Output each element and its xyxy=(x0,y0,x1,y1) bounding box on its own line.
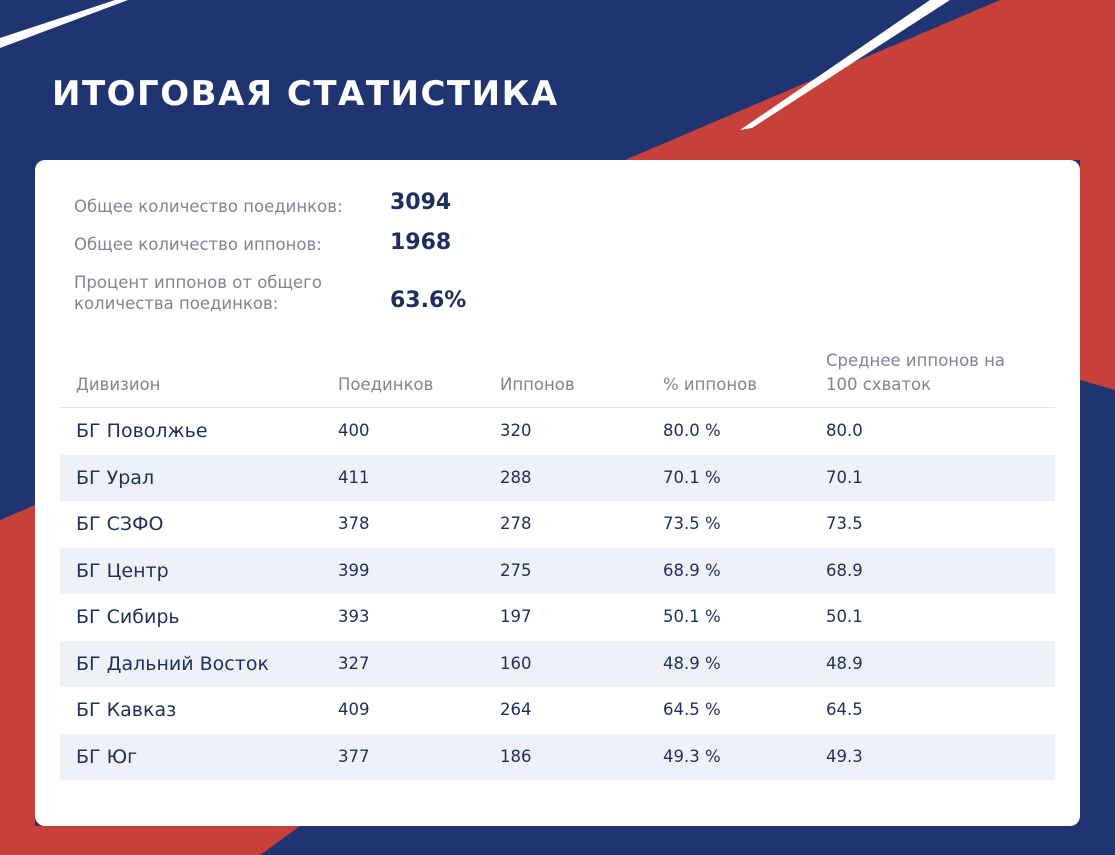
header-row: Дивизион Поединков Иппонов % иппонов Среднее… xyxy=(60,342,1055,408)
table-cell: 400 xyxy=(338,421,370,440)
summary-value: 63.6% xyxy=(390,288,467,313)
column-header: % иппонов xyxy=(663,375,757,394)
table-cell: 160 xyxy=(500,653,532,673)
title: ИТОГОВАЯ СТАТИСТИКА xyxy=(52,74,559,114)
summary-label: Общее количество поединков: xyxy=(74,197,343,216)
table-cell: 49.3 % xyxy=(663,746,721,766)
table-cell: 288 xyxy=(500,467,532,487)
table-cell: БГ Сибирь xyxy=(76,606,180,628)
column-header: Среднее иппонов на 100 схваток xyxy=(826,351,1006,394)
table-cell: БГ Кавказ xyxy=(76,699,177,721)
card: Общее количество поединков: 3094 Общее к… xyxy=(35,160,1080,826)
table-cell: 73.5 % xyxy=(663,514,721,533)
table-cell: 80.0 xyxy=(826,421,863,440)
table-row: БГ Урал 411 288 70.1 % 70.1 xyxy=(60,454,1055,501)
table-cell: 70.1 xyxy=(826,467,863,487)
table-cell: 50.1 % xyxy=(663,607,721,626)
red-band xyxy=(625,0,1115,390)
table-cell: 378 xyxy=(338,514,370,533)
table-cell: 80.0 % xyxy=(663,421,721,440)
table-cell: 70.1 % xyxy=(663,467,721,487)
table: Дивизион Поединков Иппонов % иппонов Среднее… xyxy=(60,342,1055,780)
table-cell: 320 xyxy=(500,421,532,440)
white-stripe xyxy=(740,0,950,130)
table-cell: 399 xyxy=(338,560,370,580)
table-cell: БГ Урал xyxy=(76,466,155,489)
column-header: Дивизион xyxy=(76,375,161,394)
table-cell: БГ СЗФО xyxy=(76,513,164,535)
summary-label: Процент иппонов от общего количества пое… xyxy=(74,273,322,313)
table-row: БГ Юг 377 186 49.3 % 49.3 xyxy=(60,733,1055,780)
table-row: БГ СЗФО 378 278 73.5 % 73.5 xyxy=(60,501,1055,548)
column-header: Поединков xyxy=(338,375,434,394)
table-cell: БГ Дальний Восток xyxy=(76,652,269,675)
table-cell: 64.5 xyxy=(826,700,863,719)
red-band xyxy=(0,505,300,855)
summary-value: 3094 xyxy=(390,190,452,215)
table-cell: БГ Поволжье xyxy=(76,420,208,442)
table-cell: 278 xyxy=(500,514,532,533)
table-cell: 409 xyxy=(338,700,370,719)
table-cell: БГ Юг xyxy=(76,745,138,768)
white-stripe xyxy=(0,0,128,48)
table-cell: 50.1 xyxy=(826,607,863,626)
table-cell: 377 xyxy=(338,746,370,766)
table-cell: БГ Центр xyxy=(76,559,169,582)
table-cell: 393 xyxy=(338,607,370,626)
table-row: БГ Поволжье 400 320 80.0 % 80.0 xyxy=(60,408,1055,455)
table-row: БГ Сибирь 393 197 50.1 % 50.1 xyxy=(60,594,1055,641)
table-cell: 48.9 xyxy=(826,653,863,673)
column-header: Иппонов xyxy=(500,375,575,394)
table-cell: 186 xyxy=(500,746,532,766)
table-cell: 64.5 % xyxy=(663,700,721,719)
table-cell: 68.9 xyxy=(826,560,863,580)
table-cell: 327 xyxy=(338,653,370,673)
table-cell: 411 xyxy=(338,467,370,487)
table-cell: 68.9 % xyxy=(663,560,721,580)
table-cell: 275 xyxy=(500,560,532,580)
summary-label: Общее количество иппонов: xyxy=(74,235,322,254)
table-cell: 264 xyxy=(500,700,532,719)
table-cell: 49.3 xyxy=(826,746,863,766)
table-cell: 197 xyxy=(500,607,532,626)
summary-value: 1968 xyxy=(390,230,452,255)
table-row: БГ Кавказ 409 264 64.5 % 64.5 xyxy=(60,687,1055,734)
table-row: БГ Дальний Восток 327 160 48.9 % 48.9 xyxy=(60,640,1055,687)
table-cell: 48.9 % xyxy=(663,653,721,673)
table-cell: 73.5 xyxy=(826,514,863,533)
table-row: БГ Центр 399 275 68.9 % 68.9 xyxy=(60,547,1055,594)
